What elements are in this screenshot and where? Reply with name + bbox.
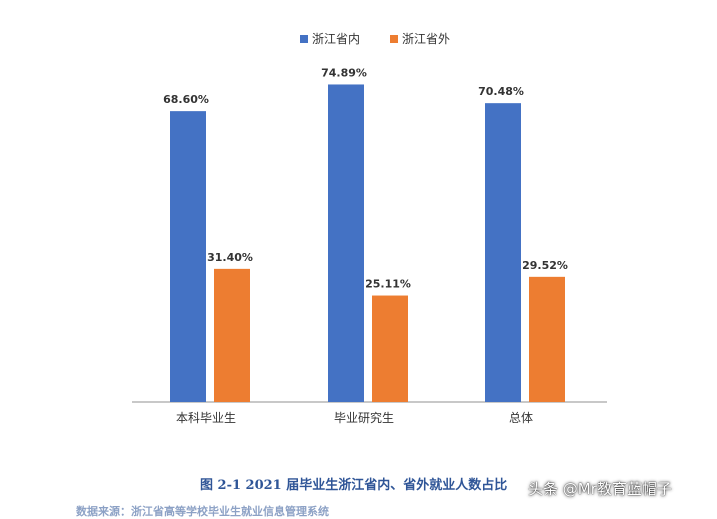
bar-series-2-category-1 xyxy=(214,268,250,402)
chart-caption: 图 2-1 2021 届毕业生浙江省内、省外就业人数占比 xyxy=(200,478,508,493)
data-label-series-1-category-2: 74.89% xyxy=(321,66,367,79)
data-label-series-1-category-1: 68.60% xyxy=(163,93,209,106)
watermark-text: 头条 @Mr教育蓝帽子 xyxy=(528,480,672,498)
data-label-series-2-category-1: 31.40% xyxy=(207,251,253,264)
bar-chart: 68.60% 74.89% 70.48% 31.40% 25.11% 29.52% 本科毕业… xyxy=(132,66,607,425)
data-label-series-2-category-3: 29.52% xyxy=(522,259,568,272)
bar-series-1-category-3 xyxy=(485,103,521,403)
legend-swatch-series-1 xyxy=(300,34,308,43)
bar-series-2-category-2 xyxy=(372,295,408,402)
legend-label-series-1: 浙江省内 xyxy=(312,32,361,46)
legend-item-series-1: 浙江省内 xyxy=(300,30,360,47)
bar-series-1-category-2 xyxy=(328,84,364,402)
category-label-3: 总体 xyxy=(509,411,533,425)
data-source-note: 数据来源：浙江省高等学校毕业生就业信息管理系统 xyxy=(76,505,329,518)
legend-swatch-series-2 xyxy=(390,34,399,43)
legend-item-series-2: 浙江省外 xyxy=(390,30,450,47)
chart-legend: 浙江省内 浙江省外 xyxy=(300,30,450,47)
bar-series-1-category-1 xyxy=(170,111,206,403)
data-label-series-2-category-2: 25.11% xyxy=(365,278,411,291)
category-label-2: 毕业研究生 xyxy=(334,410,394,425)
category-label-1: 本科毕业生 xyxy=(176,411,236,425)
legend-label-series-2: 浙江省外 xyxy=(402,32,451,46)
data-label-series-1-category-3: 70.48% xyxy=(478,85,524,98)
bar-series-2-category-3 xyxy=(529,276,565,402)
